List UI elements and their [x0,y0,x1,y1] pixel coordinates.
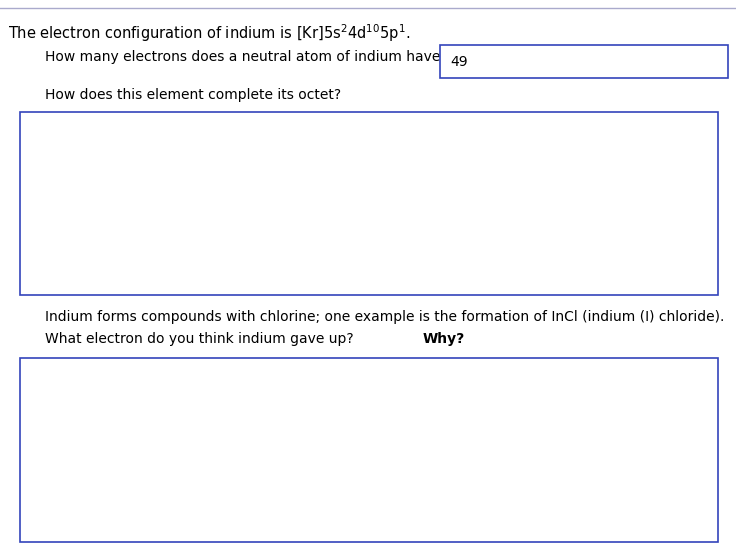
Bar [20,112,718,295]
Text: The electron configuration of indium is [Kr]5s$^2$4d$^{10}$5p$^1$.: The electron configuration of indium is … [8,22,410,44]
Text: 49: 49 [450,54,467,69]
Text: What electron do you think indium gave up?: What electron do you think indium gave u… [45,332,362,346]
Text: How does this element complete its octet?: How does this element complete its octet… [45,88,341,102]
Bar [20,358,718,542]
Text: Why?: Why? [423,332,465,346]
Text: How many electrons does a neutral atom of indium have?: How many electrons does a neutral atom o… [45,50,447,64]
Bar [440,45,728,78]
Text: Indium forms compounds with chlorine; one example is the formation of InCl (indi: Indium forms compounds with chlorine; on… [45,310,724,324]
